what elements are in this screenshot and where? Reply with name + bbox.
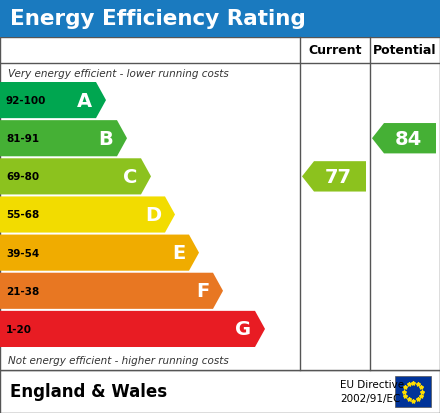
Text: G: G	[235, 320, 251, 339]
Bar	[395, 376, 431, 407]
Text: C: C	[123, 167, 137, 186]
Text: 92-100: 92-100	[6, 96, 46, 106]
Polygon shape	[0, 197, 175, 233]
Text: 55-68: 55-68	[6, 210, 39, 220]
Text: EU Directive: EU Directive	[340, 380, 404, 389]
Polygon shape	[0, 83, 106, 119]
Polygon shape	[0, 159, 151, 195]
Text: 21-38: 21-38	[6, 286, 39, 296]
Text: 84: 84	[394, 129, 422, 148]
Polygon shape	[0, 235, 199, 271]
Polygon shape	[0, 311, 265, 347]
Text: England & Wales: England & Wales	[10, 382, 167, 401]
Polygon shape	[0, 121, 127, 157]
Bar	[0, 0, 440, 38]
Text: B: B	[98, 129, 113, 148]
Text: Current: Current	[308, 44, 362, 57]
Text: E: E	[172, 244, 185, 263]
Text: Not energy efficient - higher running costs: Not energy efficient - higher running co…	[8, 355, 229, 365]
Text: A: A	[77, 91, 92, 110]
Text: D: D	[145, 206, 161, 224]
Text: 77: 77	[324, 167, 352, 186]
Text: Very energy efficient - lower running costs: Very energy efficient - lower running co…	[8, 69, 229, 79]
Text: Energy Efficiency Rating: Energy Efficiency Rating	[10, 9, 306, 29]
Bar	[0, 370, 440, 413]
Text: 81-91: 81-91	[6, 134, 39, 144]
Text: 1-20: 1-20	[6, 324, 32, 334]
Text: 69-80: 69-80	[6, 172, 39, 182]
Text: 39-54: 39-54	[6, 248, 39, 258]
Text: Potential: Potential	[373, 44, 437, 57]
Text: 2002/91/EC: 2002/91/EC	[340, 394, 400, 404]
Polygon shape	[0, 273, 223, 309]
Text: F: F	[196, 282, 209, 301]
Bar	[0, 38, 440, 370]
Polygon shape	[372, 124, 436, 154]
Polygon shape	[302, 162, 366, 192]
